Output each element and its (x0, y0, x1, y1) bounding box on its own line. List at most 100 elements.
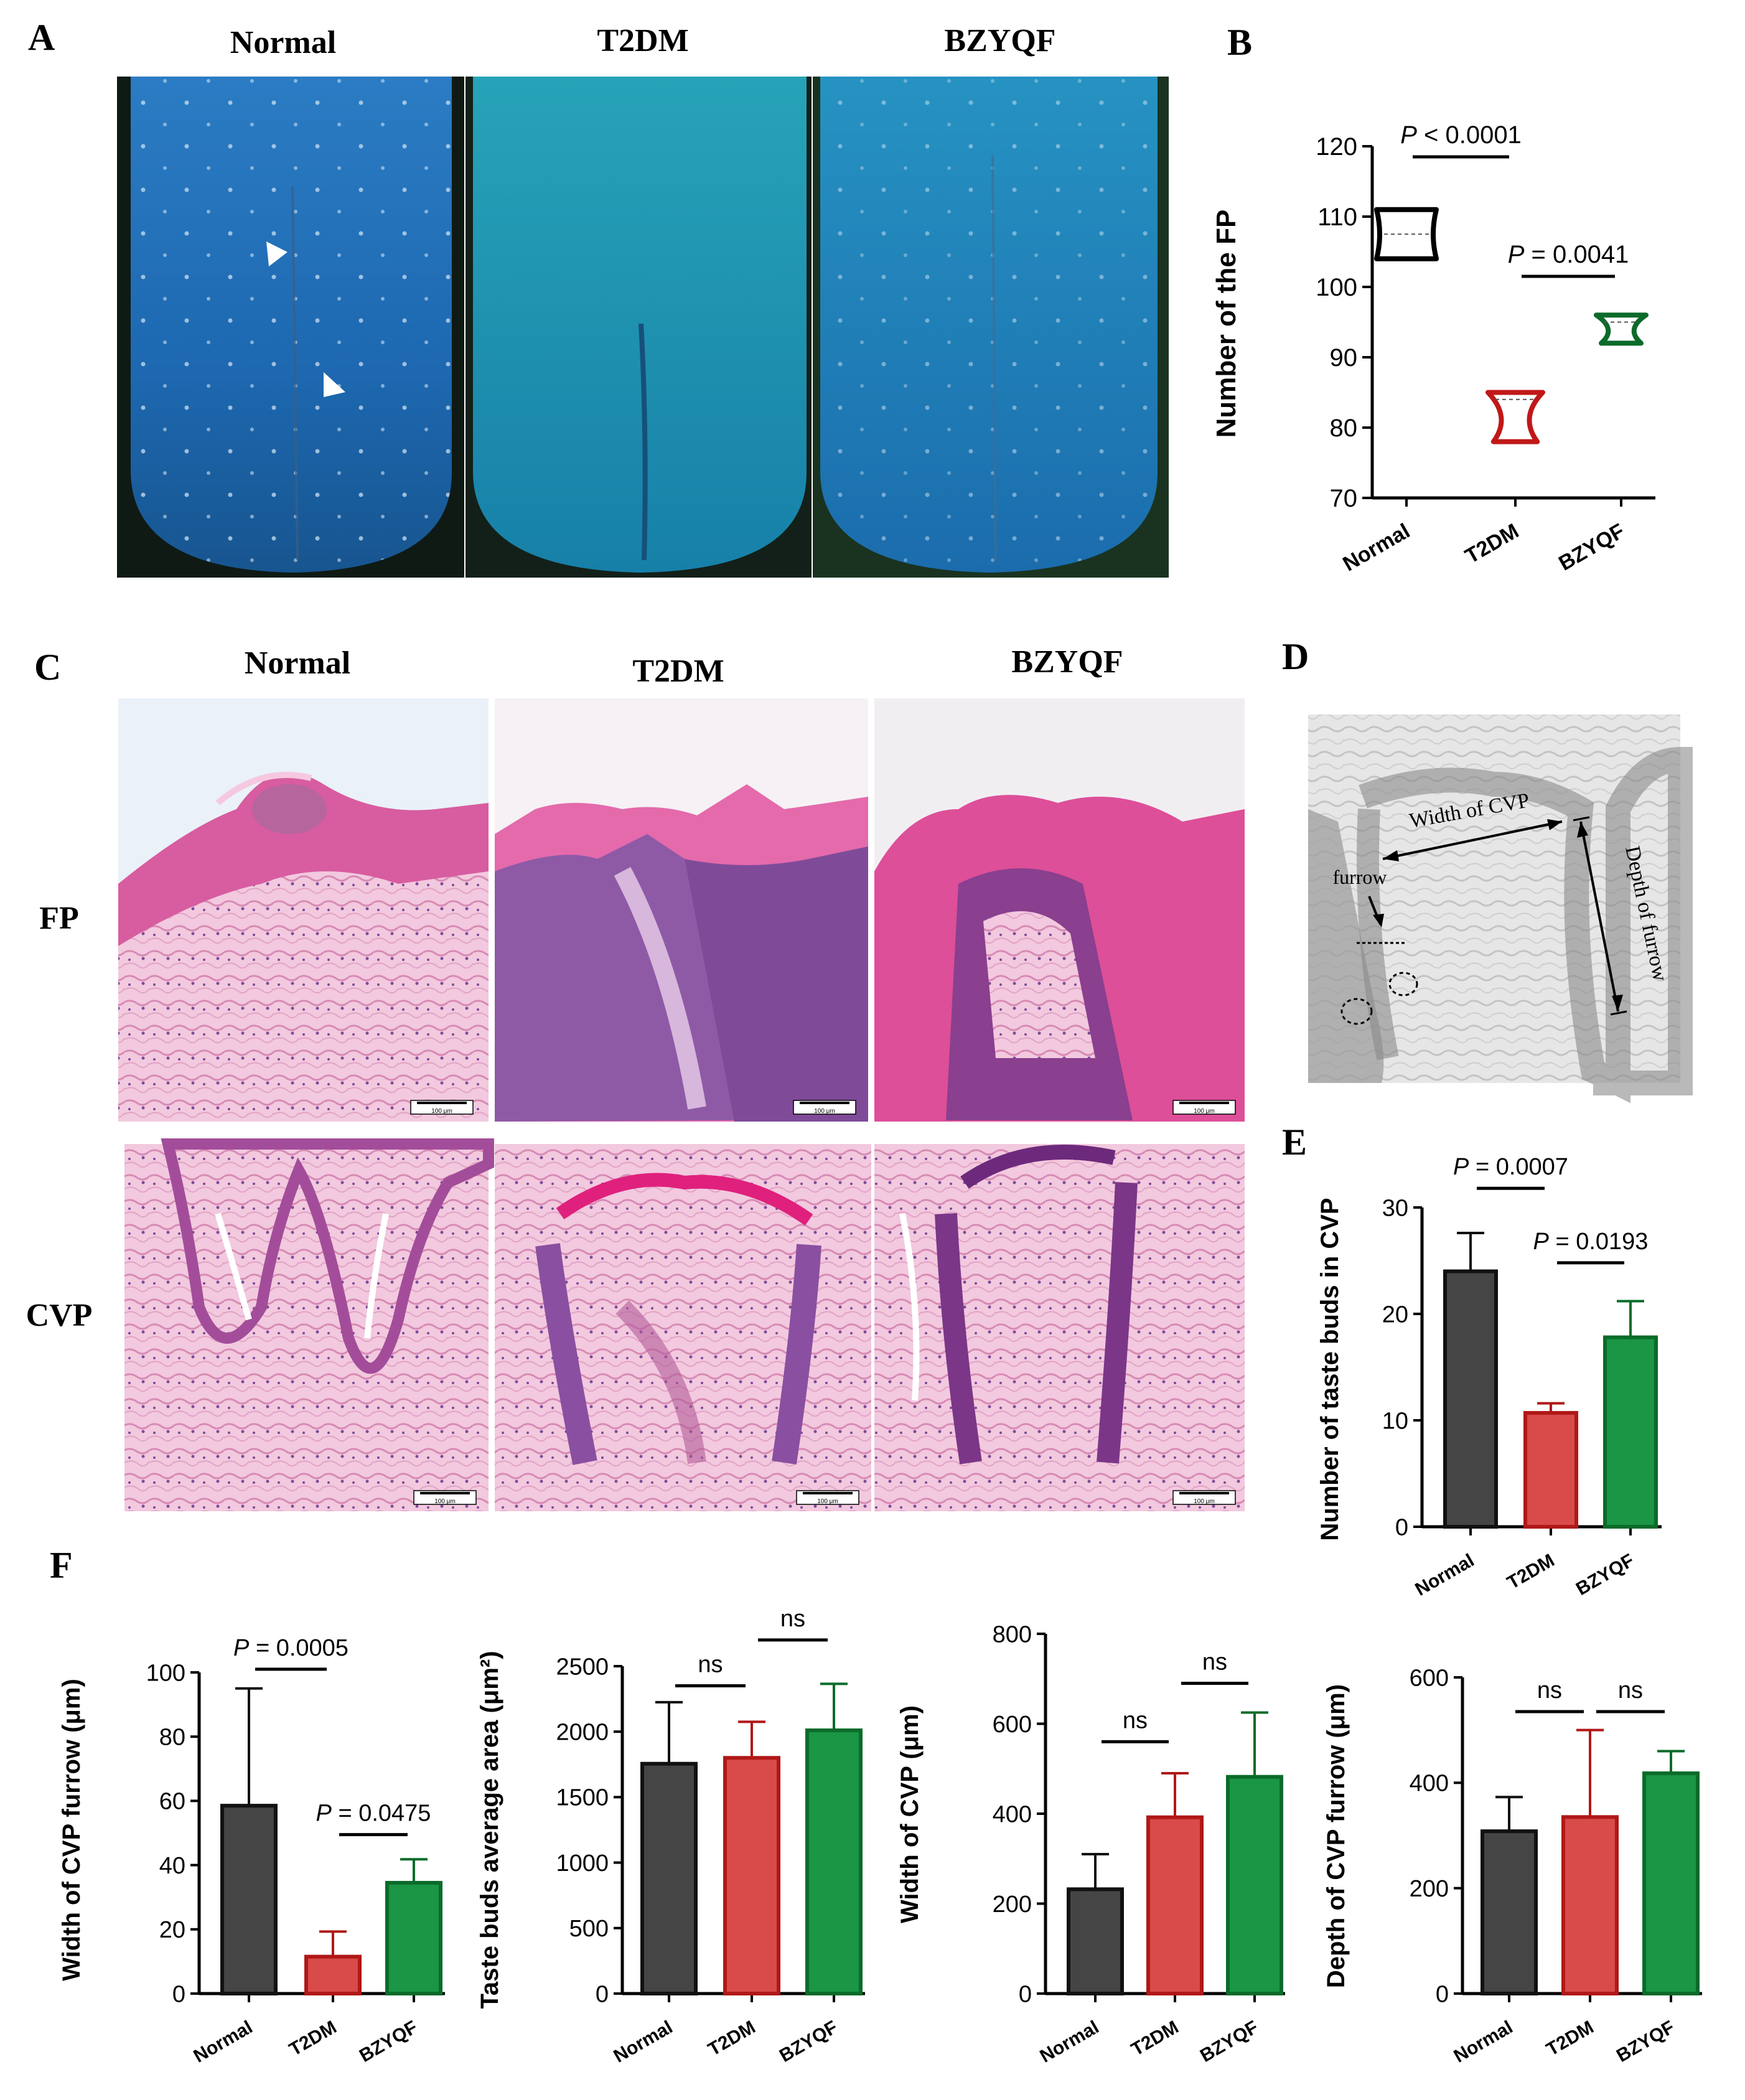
bar-normal (1481, 1829, 1538, 1995)
significance-label: P = 0.0475 (316, 1801, 431, 1827)
y-tick-label: 10 (1382, 1408, 1408, 1434)
bar-bzyqf (1226, 1774, 1283, 1995)
y-tick-label: 80 (159, 1725, 185, 1751)
y-axis-title: Number of taste buds in CVP (1316, 1198, 1344, 1540)
x-tick-label: T2DM (1504, 1550, 1558, 1593)
scale-bar-text-6: 100 μm (1194, 1498, 1215, 1505)
x-tick-label: T2DM (704, 2017, 759, 2060)
y-tick-label: 400 (1410, 1771, 1449, 1797)
chart-b: 70 80 90 100 110 120 Normal T2DM BZYQF Number of … (1211, 121, 1655, 576)
violin-bzyqf (1594, 312, 1649, 346)
significance-label: ns (1123, 1707, 1148, 1733)
panel-c-label-bzyqf: BZYQF (1011, 644, 1123, 680)
chart-f2: 0 500 1000 1500 2000 2500 Normal T2DM BZYQF Taste… (476, 1606, 865, 2067)
y-tick-label: 120 (1316, 133, 1357, 161)
scale-bar-text-1: 100 μm (431, 1108, 452, 1115)
y-axis-title: Number of the FP (1211, 210, 1242, 438)
panel-a: Normal T2DM BZYQF (117, 23, 1169, 578)
y-tick-label: 0 (1019, 1981, 1032, 2007)
arrowhead-marker-1 (266, 241, 288, 266)
y-tick-label: 800 (993, 1621, 1032, 1648)
y-tick-label: 600 (1410, 1665, 1449, 1691)
panel-a-label-t2dm: T2DM (597, 23, 688, 59)
histology-cvp-normal: 100 μm (124, 1138, 494, 1511)
panel-letter-d: D (1282, 636, 1309, 677)
y-axis-title: Width of CVP furrow (μm) (58, 1679, 85, 1981)
x-tick-label: T2DM (1543, 2017, 1597, 2060)
x-tick-label: Normal (190, 2017, 256, 2066)
panel-letter-f: F (50, 1545, 73, 1586)
y-axis-title: Width of CVP (μm) (896, 1705, 924, 1923)
panel-a-label-bzyqf: BZYQF (944, 23, 1055, 59)
panel-c-label-t2dm: T2DM (632, 654, 724, 689)
chart-f1: 0 20 40 60 80 100 Normal T2DM BZYQF Width of CVP … (58, 1635, 445, 2067)
y-tick-label: 90 (1330, 344, 1358, 372)
y-tick-label: 200 (993, 1891, 1032, 1918)
y-tick-label: 0 (172, 1981, 185, 2007)
histology-fp-t2dm: 100 μm (495, 698, 868, 1122)
bar-bzyqf (805, 1728, 863, 1995)
y-tick-label: 20 (159, 1917, 185, 1943)
panel-letter-b: B (1227, 22, 1252, 63)
furrow-label: furrow (1332, 866, 1387, 888)
panel-letter-a: A (28, 17, 55, 58)
scale-bar-text-5: 100 μm (817, 1498, 838, 1505)
y-tick-label: 400 (993, 1801, 1032, 1827)
panel-letter-e: E (1282, 1122, 1307, 1163)
histology-cvp-t2dm: 100 μm (495, 1144, 871, 1511)
scale-bar-text-2: 100 μm (814, 1108, 835, 1115)
row-label-fp: FP (39, 901, 79, 936)
y-tick-label: 100 (146, 1660, 185, 1686)
x-tick-label: Normal (1450, 2017, 1516, 2066)
chart-e: 0 10 20 30 Normal T2DM BZYQF Number of taste bu… (1316, 1154, 1662, 1600)
x-tick-label: T2DM (1461, 519, 1523, 568)
significance-label: ns (698, 1652, 723, 1678)
significance-label: ns (1537, 1677, 1562, 1704)
y-axis-title: Taste buds average area (μm²) (476, 1651, 503, 2009)
bar-t2dm (304, 1954, 362, 1995)
x-tick-label: Normal (1411, 1550, 1477, 1600)
bar-t2dm (1561, 1815, 1619, 1996)
y-tick-label: 30 (1382, 1195, 1408, 1221)
significance-label: ns (1618, 1677, 1643, 1704)
taste-bud-marker-2 (1340, 998, 1373, 1025)
bar-bzyqf (385, 1880, 442, 1995)
significance-label: P = 0.0005 (233, 1635, 349, 1661)
bar-normal (1067, 1887, 1124, 1995)
y-tick-label: 80 (1330, 415, 1358, 442)
row-label-cvp: CVP (26, 1298, 93, 1333)
bar-normal (640, 1761, 698, 1996)
significance-label: P = 0.0041 (1508, 241, 1629, 268)
bar-t2dm (1146, 1815, 1204, 1996)
panel-c-label-normal: Normal (245, 645, 350, 681)
scale-bar-text-3: 100 μm (1194, 1108, 1215, 1115)
scale-bar-text-4: 100 μm (434, 1498, 456, 1505)
y-tick-label: 2000 (556, 1720, 609, 1746)
y-tick-label: 1000 (556, 1850, 609, 1877)
y-tick-label: 0 (1395, 1514, 1408, 1540)
x-tick-label: BZYQF (356, 2017, 421, 2066)
y-tick-label: 0 (596, 1981, 609, 2007)
arrowhead-marker-2 (324, 372, 345, 397)
y-tick-label: 2500 (556, 1654, 609, 1680)
y-tick-label: 600 (993, 1712, 1032, 1738)
depth-arrow (1579, 821, 1619, 1012)
chart-f4: 0 200 400 600 Normal T2DM BZYQF Depth of CVP fu… (1322, 1665, 1702, 2067)
y-tick-label: 70 (1330, 485, 1358, 512)
x-tick-label: BZYQF (1555, 519, 1629, 576)
bar-normal (220, 1804, 278, 1995)
bar-t2dm (1523, 1411, 1578, 1529)
y-tick-label: 110 (1317, 204, 1357, 231)
violin-t2dm (1485, 390, 1545, 444)
y-tick-label: 0 (1436, 1981, 1449, 2007)
x-tick-label: Normal (610, 2017, 676, 2066)
x-tick-label: BZYQF (776, 2017, 841, 2066)
y-axis-title: Depth of CVP furrow (μm) (1322, 1684, 1350, 1988)
x-tick-label: T2DM (286, 2017, 340, 2060)
y-tick-label: 200 (1410, 1876, 1449, 1902)
width-arrow (1382, 820, 1563, 860)
significance-label: P < 0.0001 (1400, 121, 1522, 149)
x-tick-label: T2DM (1128, 2017, 1182, 2060)
